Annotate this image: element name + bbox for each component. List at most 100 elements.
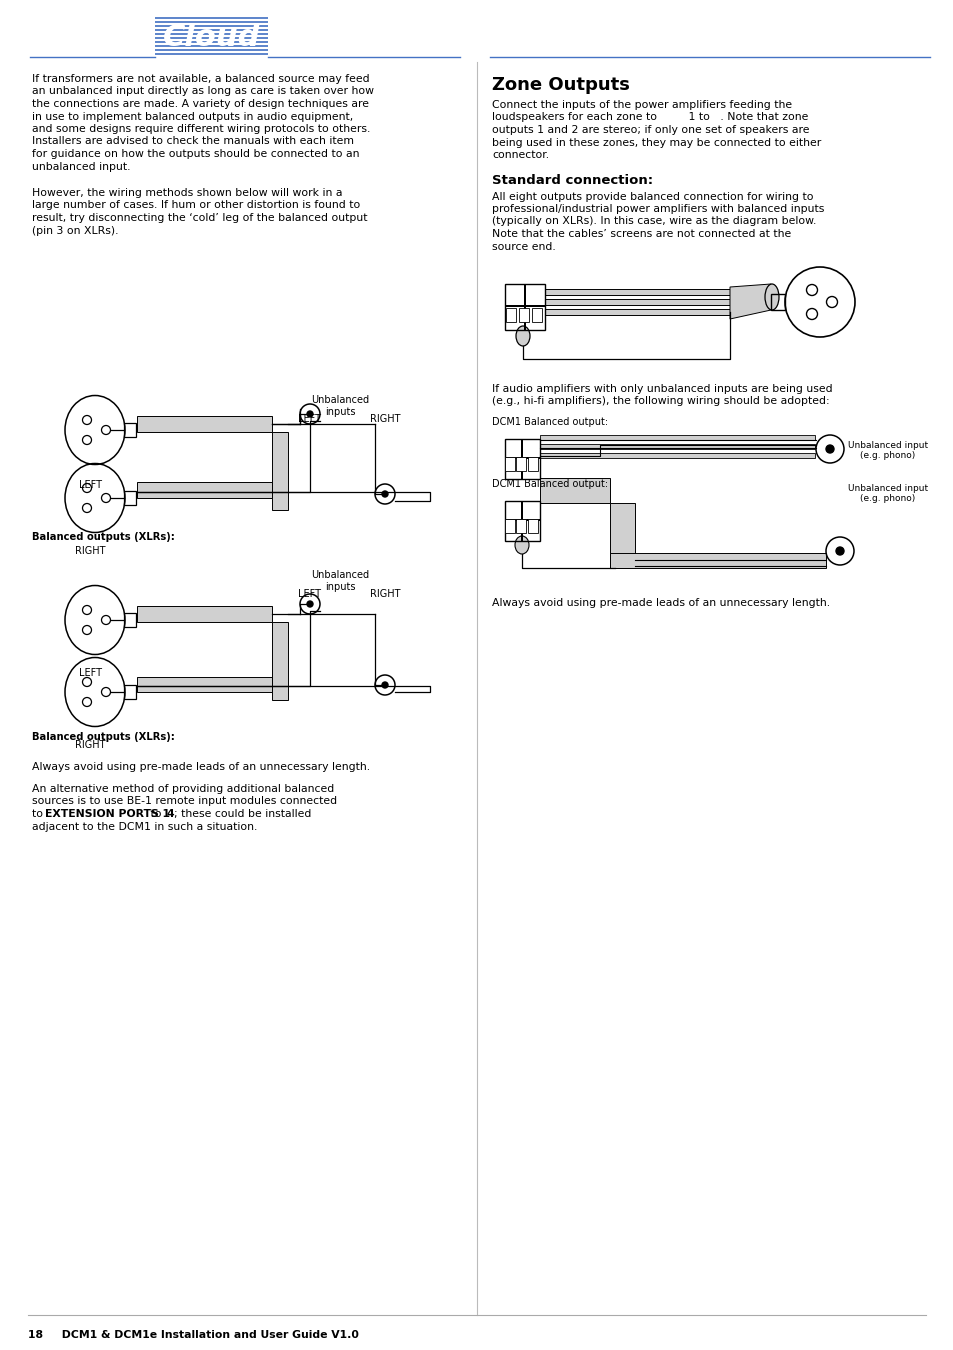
Bar — [272, 432, 288, 510]
Bar — [770, 294, 784, 310]
Text: LEFT: LEFT — [298, 414, 321, 424]
Bar — [154, 40, 268, 43]
Bar — [137, 482, 272, 498]
Bar — [504, 501, 539, 541]
Text: to: to — [147, 809, 165, 819]
Bar — [154, 36, 268, 39]
Bar — [504, 439, 539, 479]
Bar — [609, 554, 825, 568]
Bar — [539, 444, 814, 450]
Text: result, try disconnecting the ‘cold’ leg of the balanced output: result, try disconnecting the ‘cold’ leg… — [32, 213, 367, 223]
Polygon shape — [544, 309, 729, 315]
Polygon shape — [729, 284, 770, 319]
Ellipse shape — [516, 325, 530, 346]
Circle shape — [835, 547, 843, 555]
Text: DCM1 Balanced output:: DCM1 Balanced output: — [492, 479, 607, 489]
Text: for guidance on how the outputs should be connected to an: for guidance on how the outputs should b… — [32, 148, 359, 159]
Polygon shape — [544, 298, 729, 305]
Text: However, the wiring methods shown below will work in a: However, the wiring methods shown below … — [32, 188, 342, 198]
Bar — [520, 439, 522, 479]
Text: RIGHT: RIGHT — [74, 740, 105, 751]
Text: RIGHT: RIGHT — [370, 589, 400, 599]
Text: EXTENSION PORTS 1: EXTENSION PORTS 1 — [45, 809, 170, 819]
Bar — [137, 606, 272, 622]
Text: source end.: source end. — [492, 242, 556, 251]
Text: Unbalanced input
(e.g. phono): Unbalanced input (e.g. phono) — [847, 441, 927, 460]
Text: 4: 4 — [167, 809, 174, 819]
Text: Cloud: Cloud — [163, 23, 260, 51]
Bar — [154, 24, 268, 27]
Text: large number of cases. If hum or other distortion is found to: large number of cases. If hum or other d… — [32, 201, 360, 211]
Text: being used in these zones, they may be connected to either: being used in these zones, they may be c… — [492, 138, 821, 147]
Text: RIGHT: RIGHT — [74, 545, 105, 556]
Bar — [124, 684, 136, 699]
Text: DCM1 Balanced output:: DCM1 Balanced output: — [492, 417, 607, 427]
Bar — [504, 458, 539, 459]
Text: (typically on XLRs). In this case, wire as the diagram below.: (typically on XLRs). In this case, wire … — [492, 216, 816, 227]
Bar — [520, 501, 522, 541]
Text: If audio amplifiers with only unbalanced inputs are being used: If audio amplifiers with only unbalanced… — [492, 383, 832, 394]
Bar — [518, 308, 529, 323]
Text: If transformers are not available, a balanced source may feed: If transformers are not available, a bal… — [32, 74, 369, 84]
Bar — [504, 518, 515, 533]
Bar — [527, 518, 537, 533]
Bar — [154, 20, 268, 23]
Polygon shape — [544, 289, 729, 296]
Text: Always avoid using pre-made leads of an unnecessary length.: Always avoid using pre-made leads of an … — [492, 598, 829, 608]
Bar — [532, 308, 541, 323]
Text: LEFT: LEFT — [298, 589, 321, 599]
Text: connector.: connector. — [492, 150, 549, 161]
Bar — [505, 308, 516, 323]
Bar — [154, 16, 268, 19]
Text: Always avoid using pre-made leads of an unnecessary length.: Always avoid using pre-made leads of an … — [32, 761, 370, 772]
Bar — [154, 49, 268, 51]
Bar — [154, 28, 268, 31]
Text: RIGHT: RIGHT — [370, 414, 400, 424]
Bar — [539, 478, 609, 504]
Text: LEFT: LEFT — [78, 481, 101, 490]
Bar — [154, 45, 268, 47]
Bar — [504, 518, 539, 521]
Bar — [516, 518, 525, 533]
Text: sources is to use BE-1 remote input modules connected: sources is to use BE-1 remote input modu… — [32, 796, 336, 806]
Text: to: to — [32, 809, 47, 819]
Text: Note that the cables’ screens are not connected at the: Note that the cables’ screens are not co… — [492, 230, 790, 239]
Circle shape — [381, 682, 388, 688]
Text: Zone Outputs: Zone Outputs — [492, 76, 629, 95]
Bar — [609, 504, 635, 568]
Text: loudspeakers for each zone to         1 to   . Note that zone: loudspeakers for each zone to 1 to . Not… — [492, 112, 807, 123]
Text: the connections are made. A variety of design techniques are: the connections are made. A variety of d… — [32, 99, 369, 109]
Ellipse shape — [515, 536, 529, 554]
Circle shape — [381, 491, 388, 497]
Text: Unbalanced
inputs: Unbalanced inputs — [311, 570, 369, 591]
Text: Connect the inputs of the power amplifiers feeding the: Connect the inputs of the power amplifie… — [492, 100, 791, 109]
Text: LEFT: LEFT — [78, 668, 101, 678]
Bar — [504, 284, 544, 329]
Bar — [539, 435, 814, 440]
Bar — [516, 458, 525, 471]
Circle shape — [825, 446, 833, 454]
Bar — [539, 454, 814, 458]
Text: in use to implement balanced outputs in audio equipment,: in use to implement balanced outputs in … — [32, 112, 353, 122]
Text: (e.g., hi-fi amplifiers), the following wiring should be adopted:: (e.g., hi-fi amplifiers), the following … — [492, 397, 829, 406]
Text: adjacent to the DCM1 in such a situation.: adjacent to the DCM1 in such a situation… — [32, 822, 257, 832]
Bar — [124, 613, 136, 626]
Text: professional/industrial power amplifiers with balanced inputs: professional/industrial power amplifiers… — [492, 204, 823, 215]
Bar — [504, 458, 515, 471]
Text: All eight outputs provide balanced connection for wiring to: All eight outputs provide balanced conne… — [492, 192, 813, 201]
Bar — [523, 284, 525, 329]
Bar — [154, 32, 268, 35]
Circle shape — [307, 410, 313, 417]
Bar — [137, 416, 272, 432]
Text: an unbalanced input directly as long as care is taken over how: an unbalanced input directly as long as … — [32, 86, 374, 96]
Text: 18     DCM1 & DCM1e Installation and User Guide V1.0: 18 DCM1 & DCM1e Installation and User Gu… — [28, 1330, 358, 1341]
Text: Balanced outputs (XLRs):: Balanced outputs (XLRs): — [32, 532, 174, 541]
Bar — [124, 491, 136, 505]
Text: ; these could be installed: ; these could be installed — [173, 809, 311, 819]
Bar — [124, 423, 136, 437]
Text: Balanced outputs (XLRs):: Balanced outputs (XLRs): — [32, 732, 174, 742]
Text: and some designs require different wiring protocols to others.: and some designs require different wirin… — [32, 124, 370, 134]
Text: unbalanced input.: unbalanced input. — [32, 162, 131, 171]
Text: Installers are advised to check the manuals with each item: Installers are advised to check the manu… — [32, 136, 354, 147]
Text: Unbalanced
inputs: Unbalanced inputs — [311, 396, 369, 417]
